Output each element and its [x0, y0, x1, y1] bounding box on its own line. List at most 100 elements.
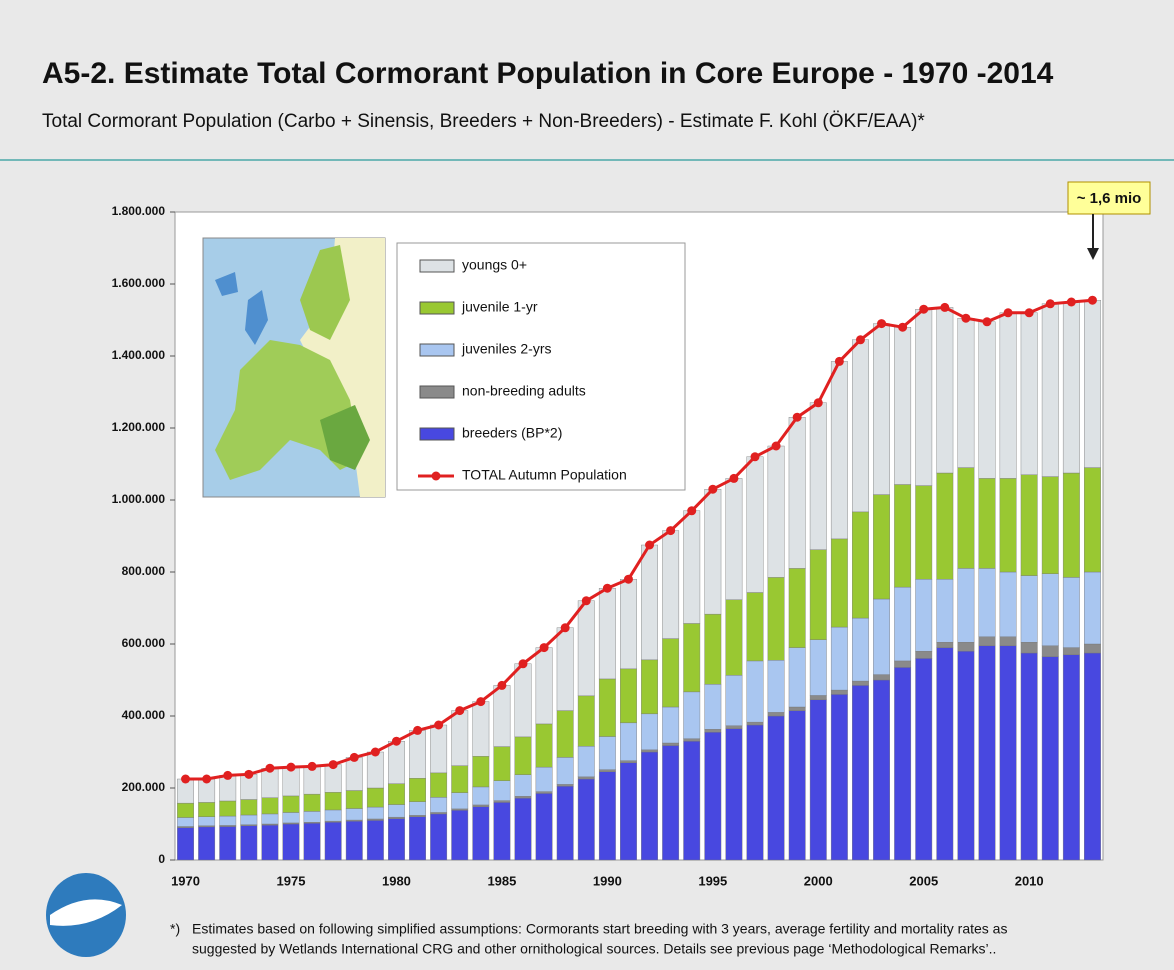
- bar-segment: [556, 786, 574, 861]
- total-point: [623, 574, 633, 584]
- y-tick-label: 1.800.000: [112, 204, 166, 218]
- y-tick-label: 0: [158, 852, 165, 866]
- bar-segment: [852, 685, 869, 861]
- bar-segment: [366, 751, 384, 789]
- total-point: [729, 473, 739, 483]
- bar-segment: [261, 824, 279, 861]
- bar-segment: [1062, 472, 1080, 578]
- bar-segment: [915, 579, 933, 652]
- map-inset: [202, 237, 386, 498]
- bar-segment: [451, 808, 469, 811]
- bar-segment: [809, 402, 827, 550]
- total-point: [855, 335, 865, 345]
- map-land: [215, 340, 360, 480]
- total-point: [370, 747, 380, 757]
- bar-segment: [388, 783, 405, 805]
- bar-segment: [641, 659, 658, 715]
- bar-segment: [999, 478, 1017, 573]
- total-point: [434, 720, 444, 730]
- bar-segment: [641, 749, 658, 753]
- bar-segment: [177, 817, 194, 827]
- bar-segment: [556, 627, 574, 711]
- bar-segment: [662, 706, 680, 744]
- bar-segment: [704, 613, 722, 685]
- bar-segment: [936, 647, 954, 861]
- bar-segment: [662, 638, 680, 708]
- bar-segment: [409, 801, 426, 816]
- total-point: [666, 526, 676, 536]
- bar-segment: [873, 323, 890, 495]
- bar-segment: [451, 710, 469, 766]
- bar-segment: [598, 588, 616, 680]
- bar-segment: [514, 736, 532, 775]
- bar-segment: [873, 598, 890, 675]
- bar-segment: [409, 816, 426, 861]
- bar-segment: [957, 651, 975, 861]
- y-tick-label: 1.400.000: [112, 348, 166, 362]
- bar-segment: [556, 784, 574, 787]
- bar-segment: [598, 678, 616, 737]
- y-tick-label: 200.000: [122, 780, 166, 794]
- total-point: [1087, 295, 1097, 305]
- bar-segment: [282, 823, 300, 861]
- total-point: [813, 398, 823, 408]
- logo-bird: [50, 899, 122, 926]
- bar-segment: [641, 713, 658, 751]
- bar-segment: [746, 724, 764, 861]
- bar-segment: [1041, 303, 1059, 477]
- bar-segment: [915, 651, 933, 659]
- legend-label: TOTAL Autumn Population: [462, 467, 627, 483]
- total-point: [645, 540, 655, 550]
- bar-segment: [767, 712, 785, 717]
- bar-segment: [472, 701, 490, 757]
- bar-segment: [514, 774, 532, 797]
- bar-segment: [936, 472, 954, 580]
- bar-segment: [809, 639, 827, 696]
- bar-segment: [830, 538, 848, 628]
- total-point: [940, 302, 950, 312]
- bar-segment: [219, 815, 237, 826]
- x-tick-label: 2010: [1015, 873, 1044, 888]
- bar-segment: [746, 456, 764, 593]
- bar-segment: [809, 549, 827, 640]
- bar-segment: [514, 796, 532, 799]
- bar-segment: [1084, 571, 1101, 645]
- bar-segment: [261, 797, 279, 815]
- legend-swatch: [419, 427, 455, 441]
- bar-segment: [620, 668, 637, 724]
- bar-segment: [577, 746, 595, 778]
- bar-segment: [345, 820, 363, 861]
- bar-segment: [936, 307, 954, 474]
- bar-segment: [1062, 577, 1080, 648]
- bar-segment: [894, 327, 912, 485]
- bar-segment: [219, 826, 237, 861]
- bar-segment: [725, 725, 743, 729]
- bar-segment: [704, 684, 722, 730]
- bar-segment: [852, 680, 869, 686]
- bar-segment: [1020, 474, 1038, 576]
- bar-segment: [366, 818, 384, 821]
- bar-segment: [535, 791, 553, 794]
- bar-segment: [1062, 301, 1080, 474]
- annotation: ~ 1,6 mio: [1077, 190, 1142, 207]
- bar-segment: [957, 568, 975, 643]
- bar-segment: [767, 660, 785, 713]
- bar-segment: [725, 728, 743, 861]
- total-point: [898, 322, 908, 332]
- bar-segment: [1020, 312, 1038, 475]
- bar-segment: [767, 577, 785, 661]
- legend-box: [396, 242, 686, 491]
- bar-segment: [198, 826, 216, 861]
- total-point: [771, 441, 781, 451]
- bar-segment: [409, 815, 426, 817]
- bar-segment: [894, 667, 912, 861]
- bar-segment: [1084, 643, 1101, 654]
- total-point: [328, 760, 338, 770]
- bar-segment: [556, 710, 574, 758]
- bar-segment: [788, 706, 806, 711]
- bar-segment: [345, 790, 363, 809]
- bar-segment: [577, 776, 595, 780]
- bar-segment: [894, 660, 912, 668]
- total-point: [244, 769, 254, 779]
